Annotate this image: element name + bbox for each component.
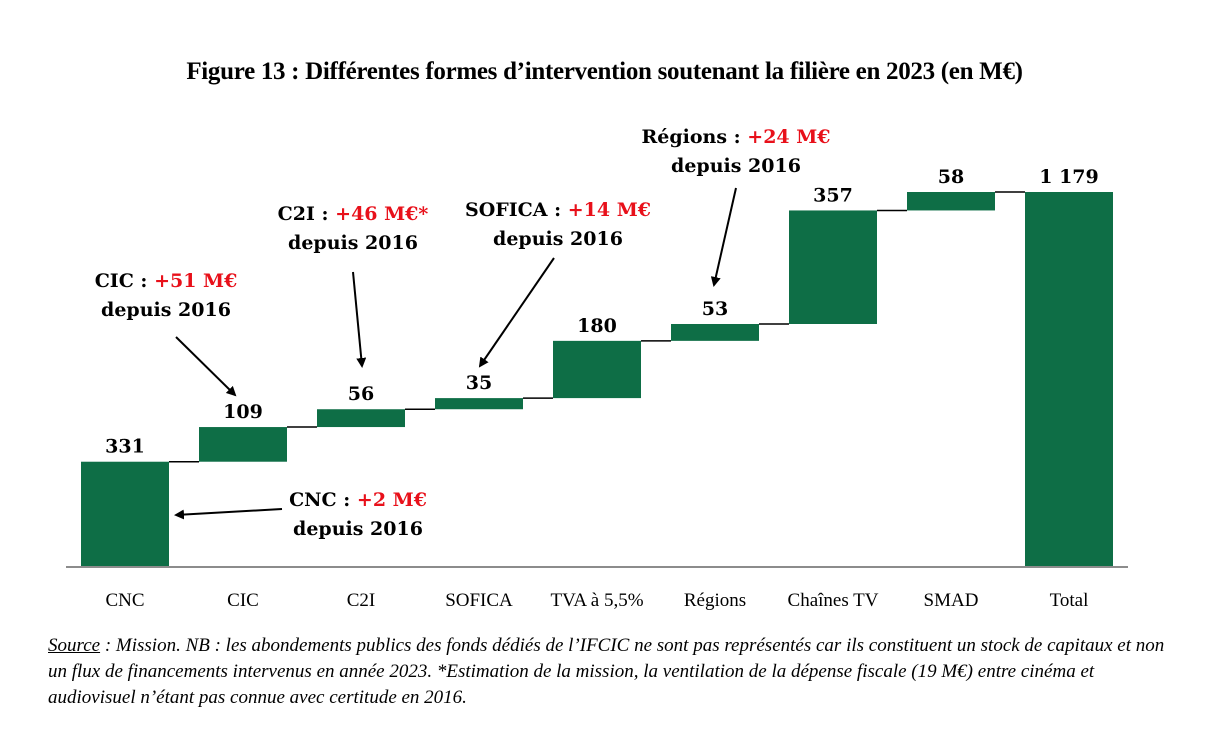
annotation-subtitle: depuis 2016 [288, 232, 418, 254]
category-label: TVA à 5,5% [550, 590, 643, 611]
bar-cnc [81, 461, 169, 567]
annotation-arrow [175, 336, 237, 397]
annotation-title: CNC : +2 M€ [289, 489, 427, 511]
annotation-title: C2I : +46 M€* [278, 203, 429, 225]
value-label: 35 [466, 372, 492, 394]
annotation-subtitle: depuis 2016 [101, 299, 231, 321]
annotation-prefix: C2I : [278, 203, 335, 225]
source-label: Source [48, 635, 101, 656]
annotation-arrow [352, 271, 367, 368]
annotation-prefix: Régions : [641, 126, 747, 148]
annotation-prefix: SOFICA : [465, 199, 568, 221]
value-labels-layer: 331 109 56 35 180 53 357 58 1 179 [105, 166, 1099, 458]
annotation-prefix: CIC : [95, 270, 154, 292]
bar-total [1025, 192, 1113, 567]
value-label: 56 [348, 383, 374, 405]
category-label: Total [1050, 590, 1089, 611]
annotation-arrow [174, 508, 283, 520]
category-label: SOFICA [445, 590, 513, 611]
annotation-r-gions: Régions : +24 M€ depuis 2016 [641, 126, 831, 287]
bar-cic [199, 427, 287, 462]
bar-r-gions [671, 323, 759, 341]
annotation-cic: CIC : +51 M€ depuis 2016 [95, 270, 238, 397]
category-labels-layer: CNC CIC C2I SOFICA TVA à 5,5% Régions Chaînes … [105, 590, 1088, 611]
annotation-title: CIC : +51 M€ [95, 270, 238, 292]
bar-sofica [435, 398, 523, 410]
source-note: Source : Mission. NB : les abondements p… [48, 633, 1168, 711]
bar-smad [907, 192, 995, 211]
annotation-cnc: CNC : +2 M€ depuis 2016 [174, 489, 427, 540]
annotation-title: Régions : +24 M€ [641, 126, 830, 148]
bar-c2i [317, 409, 405, 428]
value-label: 53 [702, 298, 728, 320]
category-label: Chaînes TV [788, 590, 879, 611]
value-label: 58 [938, 166, 964, 188]
annotation-subtitle: depuis 2016 [493, 228, 623, 250]
chart-title: Figure 13 : Différentes formes d’interve… [186, 58, 1023, 85]
annotation-subtitle: depuis 2016 [293, 518, 423, 540]
value-label: 109 [223, 401, 263, 423]
annotations-layer: CNC : +2 M€ depuis 2016 CIC : +51 M€ depuis… [95, 126, 831, 540]
annotation-arrow [710, 187, 737, 287]
annotation-change: +2 M€ [357, 489, 427, 511]
annotation-change: +46 M€* [335, 203, 428, 225]
value-label: 1 179 [1039, 166, 1099, 188]
annotation-arrow [478, 257, 555, 368]
category-label: C2I [347, 590, 376, 611]
bar-tva-5-5- [553, 340, 641, 399]
source-text: : Mission. NB : les abondements publics … [48, 635, 1165, 708]
waterfall-chart: 331 109 56 35 180 53 357 58 1 179 CNC CIC C2I SOFIC… [66, 126, 1128, 611]
value-label: 357 [813, 184, 853, 206]
annotation-change: +51 M€ [154, 270, 237, 292]
value-label: 180 [577, 315, 617, 337]
annotation-subtitle: depuis 2016 [671, 155, 801, 177]
bars-layer [81, 192, 1113, 567]
category-label: CNC [105, 590, 144, 611]
annotation-prefix: CNC : [289, 489, 357, 511]
annotation-change: +14 M€ [568, 199, 651, 221]
category-label: CIC [227, 590, 259, 611]
bar-cha-nes-tv [789, 210, 877, 324]
value-label: 331 [105, 436, 145, 458]
annotation-change: +24 M€ [747, 126, 830, 148]
category-label: SMAD [924, 590, 979, 611]
connectors-layer [169, 191, 1025, 463]
category-label: Régions [684, 590, 746, 611]
annotation-sofica: SOFICA : +14 M€ depuis 2016 [465, 199, 651, 368]
annotation-title: SOFICA : +14 M€ [465, 199, 651, 221]
annotation-c2i: C2I : +46 M€* depuis 2016 [278, 203, 429, 368]
